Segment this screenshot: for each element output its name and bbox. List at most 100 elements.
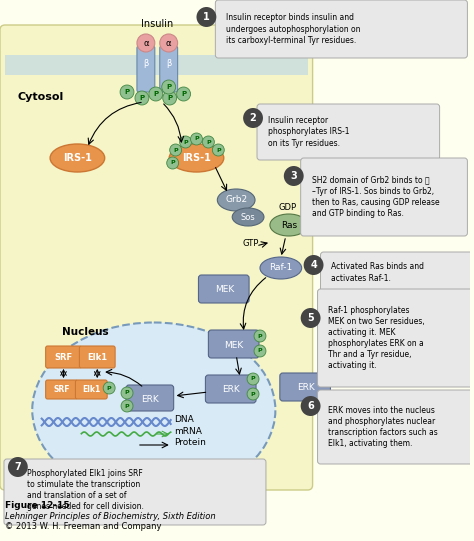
FancyBboxPatch shape (0, 25, 312, 490)
Text: P: P (258, 333, 262, 339)
Text: Raf-1: Raf-1 (269, 263, 292, 273)
Text: 1: 1 (203, 12, 210, 22)
Circle shape (254, 345, 266, 357)
Text: © 2013 W. H. Freeman and Company: © 2013 W. H. Freeman and Company (5, 522, 162, 531)
FancyBboxPatch shape (318, 289, 474, 387)
Text: DNA: DNA (173, 415, 193, 424)
Circle shape (103, 382, 115, 394)
Text: P: P (125, 391, 129, 395)
Text: MEK: MEK (215, 286, 234, 294)
Text: P: P (251, 392, 255, 397)
Circle shape (149, 87, 163, 101)
Circle shape (254, 330, 266, 342)
FancyBboxPatch shape (199, 275, 249, 303)
Circle shape (243, 108, 263, 128)
Circle shape (301, 396, 320, 416)
Text: P: P (258, 348, 262, 353)
Text: P: P (173, 148, 178, 153)
Text: 2: 2 (250, 113, 256, 123)
FancyBboxPatch shape (301, 158, 467, 236)
Text: α: α (166, 38, 172, 48)
FancyBboxPatch shape (137, 46, 155, 92)
Text: Elk1: Elk1 (87, 353, 107, 362)
Text: SRF: SRF (55, 353, 73, 362)
Text: Protein: Protein (173, 438, 206, 447)
FancyBboxPatch shape (4, 459, 266, 525)
Text: IRS-1: IRS-1 (182, 153, 211, 163)
Text: P: P (166, 84, 171, 90)
FancyBboxPatch shape (126, 385, 173, 411)
Text: P: P (206, 140, 211, 144)
Text: ERK: ERK (222, 386, 240, 394)
Text: Phosphorylated Elk1 joins SRF
to stimulate the transcription
and translation of : Phosphorylated Elk1 joins SRF to stimula… (27, 469, 144, 511)
Text: P: P (183, 140, 188, 144)
Ellipse shape (260, 257, 301, 279)
Text: Ras: Ras (281, 221, 297, 229)
Text: Raf-1 phosphorylates
MEK on two Ser residues,
activating it. MEK
phosphorylates : Raf-1 phosphorylates MEK on two Ser resi… (328, 306, 425, 370)
Text: P: P (216, 148, 220, 153)
Text: IRS-1: IRS-1 (63, 153, 92, 163)
Text: ERK: ERK (141, 394, 159, 404)
Ellipse shape (160, 34, 178, 52)
Ellipse shape (270, 214, 308, 236)
Text: Insulin receptor binds insulin and
undergoes autophosphorylation on
its carboxyl: Insulin receptor binds insulin and under… (226, 14, 361, 44)
Text: Figure 12-15: Figure 12-15 (5, 501, 70, 510)
Text: Insulin receptor
phosphorylates IRS-1
on its Tyr residues.: Insulin receptor phosphorylates IRS-1 on… (268, 116, 349, 148)
Text: β: β (166, 58, 172, 68)
Text: 4: 4 (310, 260, 317, 270)
Text: Grb2: Grb2 (225, 195, 247, 204)
Text: Sos: Sos (241, 213, 255, 221)
Text: Elk1: Elk1 (82, 386, 100, 394)
Circle shape (247, 388, 259, 400)
Ellipse shape (232, 208, 264, 226)
Text: P: P (170, 161, 175, 166)
Text: Lehninger Principles of Biochemistry, Sixth Edition: Lehninger Principles of Biochemistry, Si… (5, 512, 216, 521)
FancyBboxPatch shape (75, 380, 107, 399)
Text: Activated Ras binds and
activates Raf-1.: Activated Ras binds and activates Raf-1. (331, 262, 424, 282)
Text: 6: 6 (307, 401, 314, 411)
Text: mRNA: mRNA (173, 427, 201, 436)
Text: P: P (125, 89, 129, 95)
Circle shape (202, 136, 214, 148)
Circle shape (120, 85, 134, 99)
Text: P: P (125, 404, 129, 408)
Circle shape (284, 166, 304, 186)
Text: Cytosol: Cytosol (18, 92, 64, 102)
Circle shape (304, 255, 324, 275)
Text: Nucleus: Nucleus (62, 327, 108, 337)
Text: GDP: GDP (279, 203, 297, 212)
Text: ERK: ERK (297, 384, 315, 393)
Circle shape (162, 80, 176, 94)
FancyBboxPatch shape (46, 380, 77, 399)
Text: β: β (143, 58, 148, 68)
Ellipse shape (137, 34, 155, 52)
Text: P: P (167, 95, 172, 101)
FancyBboxPatch shape (5, 55, 308, 75)
Text: 5: 5 (307, 313, 314, 323)
Circle shape (163, 91, 177, 105)
Text: P: P (251, 377, 255, 381)
Text: P: P (153, 91, 158, 97)
FancyBboxPatch shape (280, 373, 330, 401)
Ellipse shape (169, 144, 224, 172)
Text: P: P (181, 91, 186, 97)
Text: GTP: GTP (242, 239, 258, 248)
Circle shape (247, 373, 259, 385)
Ellipse shape (50, 144, 105, 172)
Text: α: α (143, 38, 149, 48)
FancyBboxPatch shape (209, 330, 259, 358)
Circle shape (197, 7, 216, 27)
Text: P: P (194, 136, 199, 142)
FancyBboxPatch shape (79, 346, 115, 368)
Text: ERK moves into the nucleus
and phosphorylates nuclear
transcription factors such: ERK moves into the nucleus and phosphory… (328, 406, 438, 448)
Circle shape (121, 387, 133, 399)
Circle shape (180, 136, 191, 148)
Text: 7: 7 (15, 462, 21, 472)
FancyBboxPatch shape (215, 0, 467, 58)
FancyBboxPatch shape (257, 104, 439, 160)
Circle shape (191, 133, 202, 145)
Text: P: P (107, 386, 111, 391)
FancyBboxPatch shape (160, 46, 178, 92)
Circle shape (301, 308, 320, 328)
Circle shape (135, 91, 149, 105)
